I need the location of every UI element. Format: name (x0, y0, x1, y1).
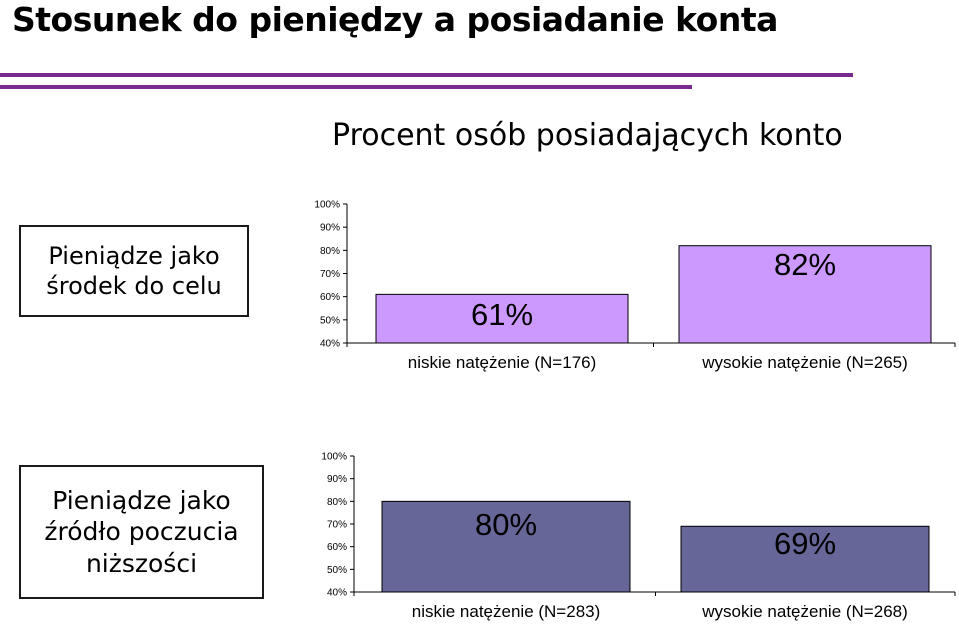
y-tick-label: 40% (320, 339, 340, 350)
y-tick-label: 100% (314, 200, 340, 211)
y-tick-label: 60% (320, 292, 340, 303)
y-tick-label: 40% (327, 588, 347, 599)
group-label-source-of-inferiority: Pieniądze jako źródło poczucia niższości (19, 465, 264, 599)
title-underline-bottom (0, 85, 692, 89)
bar (678, 245, 932, 344)
bar (375, 293, 629, 344)
y-tick-label: 90% (320, 223, 340, 234)
title-underline-top (0, 73, 853, 77)
bar-data-label: 69% (774, 526, 836, 561)
group-label-means-to-end: Pieniądze jako środek do celu (19, 225, 249, 317)
y-tick-label: 80% (327, 497, 347, 508)
y-tick-label: 80% (320, 246, 340, 257)
chart-heading: Procent osób posiadających konto (332, 118, 843, 153)
y-tick-label: 60% (327, 542, 347, 553)
y-tick-label: 70% (320, 269, 340, 280)
slide-title: Stosunek do pieniędzy a posiadanie konta (12, 0, 778, 39)
bar (381, 500, 631, 593)
y-tick-label: 50% (327, 565, 347, 576)
y-tick-label: 70% (327, 520, 347, 531)
y-tick-label: 100% (321, 452, 347, 463)
bar (680, 525, 930, 593)
category-label: niskie natężenie (N=176) (408, 353, 597, 372)
category-label: wysokie natężenie (N=265) (701, 353, 908, 372)
category-label: wysokie natężenie (N=268) (701, 602, 908, 621)
category-label: niskie natężenie (N=283) (412, 602, 601, 621)
bar-data-label: 82% (774, 247, 836, 282)
bar-data-label: 80% (475, 507, 537, 542)
bar-data-label: 61% (471, 297, 533, 332)
y-tick-label: 90% (327, 474, 347, 485)
y-tick-label: 50% (320, 315, 340, 326)
